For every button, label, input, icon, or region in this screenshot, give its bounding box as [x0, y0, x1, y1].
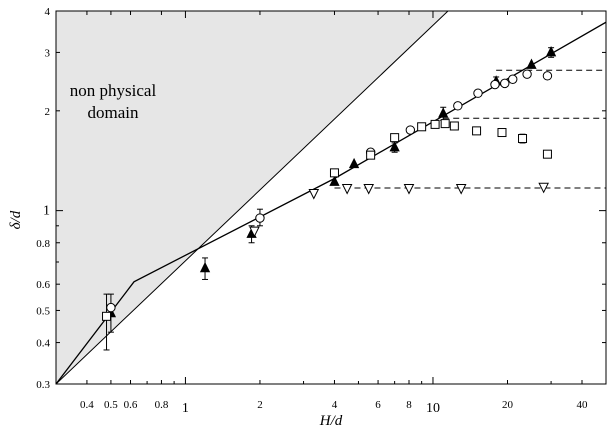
y-tick-label: 1: [43, 204, 50, 219]
filled-triangle-marker: [438, 107, 449, 118]
open-circle-marker: [508, 74, 518, 84]
x-tick-label: 0.4: [80, 399, 94, 411]
series-open-circle: [106, 69, 553, 313]
x-tick-label: 10: [426, 401, 440, 416]
open-square-marker: [390, 133, 400, 143]
fit-line-layer: [56, 21, 606, 384]
open-circle-marker: [106, 302, 116, 313]
data-points-layer: [102, 46, 557, 351]
open-square-marker: [542, 149, 552, 159]
y-tick-label: 0.4: [36, 338, 50, 350]
y-tick-label: 0.3: [36, 379, 50, 391]
non-physical-region-layer: [56, 11, 449, 384]
open-circle-marker: [522, 69, 532, 79]
open-triangle-down-marker: [403, 184, 415, 195]
region-label-line: domain: [88, 103, 139, 122]
open-square-marker: [518, 134, 528, 144]
open-triangle-down-marker: [455, 184, 467, 195]
non-physical-region: [56, 11, 449, 384]
x-tick-label: 4: [332, 399, 338, 411]
y-tick-label: 2: [45, 106, 51, 118]
open-triangle-down-marker: [308, 189, 320, 200]
y-tick-label: 0.6: [36, 279, 50, 291]
open-triangle-down-marker: [363, 184, 375, 195]
open-triangle-down-marker: [538, 182, 549, 194]
y-axis-label: δ/d: [8, 210, 24, 229]
fit-line: [56, 21, 606, 384]
labels-layer: non physical domain 0.4 0.5 0.6 0.8 1 2 4 6 8 10 20 4…: [8, 6, 588, 429]
x-tick-label: 8: [406, 399, 412, 411]
x-tick-label: 2: [257, 399, 263, 411]
open-circle-marker: [453, 101, 463, 111]
open-circle-marker: [473, 88, 483, 98]
series-open-square: [102, 119, 552, 351]
x-tick-label: 40: [577, 399, 589, 411]
open-square-marker: [472, 126, 482, 136]
y-tick-label: 3: [45, 47, 51, 59]
x-tick-label: 0.6: [124, 399, 138, 411]
open-triangle-down-marker: [249, 226, 260, 238]
open-circle-marker: [405, 125, 416, 135]
x-tick-label: 0.8: [155, 399, 169, 411]
open-square-marker: [449, 121, 459, 131]
open-square-marker: [497, 128, 507, 138]
region-label: non physical domain: [70, 81, 157, 122]
axis-ticks-layer: [56, 10, 607, 385]
x-tick-label: 20: [502, 399, 514, 411]
x-tick-label: 6: [375, 399, 381, 411]
open-triangle-down-marker: [341, 184, 353, 195]
filled-triangle-marker: [199, 261, 211, 273]
open-square-marker: [102, 311, 112, 321]
open-square-marker: [329, 168, 339, 178]
series-open-triangle-down: [249, 182, 549, 238]
filled-triangle-marker: [348, 157, 360, 169]
filled-triangle-marker: [329, 175, 340, 186]
y-tick-label: 4: [45, 6, 51, 18]
filled-triangle-marker: [526, 58, 537, 69]
open-square-marker: [366, 150, 376, 160]
filled-triangle-marker: [389, 141, 400, 152]
open-circle-marker: [255, 213, 265, 223]
open-circle-marker: [490, 79, 500, 90]
open-circle-marker: [542, 71, 553, 81]
open-square-marker: [417, 122, 427, 132]
filled-triangle-marker: [545, 46, 557, 57]
y-tick-label: 0.5: [36, 305, 50, 317]
open-square-marker: [440, 119, 450, 129]
plot-frame: [55, 10, 607, 385]
open-circle-marker: [500, 78, 510, 89]
region-label-line: non physical: [70, 81, 157, 100]
x-tick-label: 0.5: [104, 399, 118, 411]
x-axis-label: H/d: [319, 413, 343, 429]
y-tick-label: 0.8: [36, 238, 50, 250]
open-square-marker: [430, 119, 440, 129]
x-tick-label: 1: [182, 401, 189, 416]
